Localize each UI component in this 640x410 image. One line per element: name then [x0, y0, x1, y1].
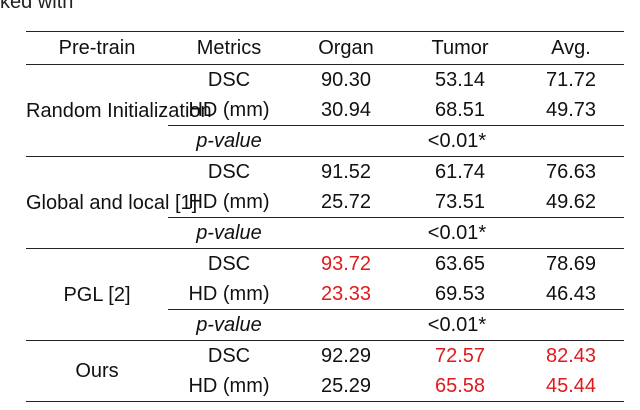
organ-value: 90.30 — [320, 69, 372, 91]
avg-value: 49.62 — [545, 191, 597, 213]
pvalue-row: p-value <0.01* — [26, 125, 624, 157]
table-row: Random Initialization DSC 90.30 53.14 71… — [26, 64, 624, 157]
avg-value: 49.73 — [545, 99, 597, 121]
pvalue-value: <0.01* — [290, 309, 624, 341]
pvalue-label: p-value — [168, 125, 290, 157]
table-row: HD (mm) 30.94 68.51 49.73 — [26, 95, 624, 126]
tumor-value: 69.53 — [434, 283, 486, 305]
pvalue-row: p-value <0.01* — [26, 309, 624, 341]
method-global-local: Global and local [1] — [26, 156, 197, 249]
method-pgl: PGL [2] — [26, 248, 168, 341]
metric-label: HD (mm) — [188, 283, 270, 305]
table-row: Ours DSC 92.29 72.57 82.43 — [26, 340, 624, 402]
organ-value: 25.29 — [290, 371, 402, 402]
avg-value: 71.72 — [545, 69, 597, 91]
method-random-init: Random Initialization — [26, 64, 212, 157]
organ-value-best: 93.72 — [320, 253, 372, 275]
table-header-row: Pre-train Metrics Organ Tumor Avg. — [26, 31, 624, 65]
metric-label: HD (mm) — [188, 191, 270, 213]
results-table: Pre-train Metrics Organ Tumor Avg. Rando… — [26, 31, 624, 402]
organ-value: 91.52 — [320, 161, 372, 183]
avg-value-best: 82.43 — [545, 345, 597, 367]
header-metrics: Metrics — [168, 31, 290, 65]
table-row: HD (mm) 23.33 69.53 46.43 — [26, 279, 624, 310]
table-row: PGL [2] DSC 93.72 63.65 78.69 — [26, 248, 624, 341]
pvalue-label: p-value — [168, 217, 290, 249]
tumor-value: 68.51 — [434, 99, 486, 121]
organ-value: 92.29 — [320, 345, 372, 367]
organ-value: 25.72 — [320, 191, 372, 213]
avg-value: 76.63 — [545, 161, 597, 183]
organ-value-best: 23.33 — [320, 283, 372, 305]
avg-value: 46.43 — [545, 283, 597, 305]
method-ours: Ours — [26, 340, 168, 402]
table-row: HD (mm) 25.29 65.58 45.44 — [26, 371, 624, 402]
pvalue-value: <0.01* — [290, 217, 624, 249]
metric-label: DSC — [207, 161, 251, 183]
tumor-value-best: 65.58 — [402, 371, 518, 402]
header-pretrain: Pre-train — [26, 31, 168, 65]
metric-label: DSC — [207, 253, 251, 275]
header-avg: Avg. — [518, 31, 624, 65]
avg-value: 78.69 — [545, 253, 597, 275]
metric-label: DSC — [207, 69, 251, 91]
metric-label: HD (mm) — [188, 99, 270, 121]
table-row: HD (mm) 25.72 73.51 49.62 — [26, 187, 624, 218]
organ-value: 30.94 — [320, 99, 372, 121]
metric-label: HD (mm) — [168, 371, 290, 402]
tumor-value: 53.14 — [434, 69, 486, 91]
metric-label: DSC — [207, 345, 251, 367]
caption-fragment: ked with — [0, 0, 74, 13]
avg-value-best: 45.44 — [518, 371, 624, 402]
pvalue-row: p-value <0.01* — [26, 217, 624, 249]
tumor-value-best: 72.57 — [434, 345, 486, 367]
tumor-value: 61.74 — [434, 161, 486, 183]
pvalue-value: <0.01* — [290, 125, 624, 157]
header-tumor: Tumor — [402, 31, 518, 65]
tumor-value: 73.51 — [434, 191, 486, 213]
pvalue-label: p-value — [168, 309, 290, 341]
table-row: Global and local [1] DSC 91.52 61.74 76.… — [26, 156, 624, 249]
tumor-value: 63.65 — [434, 253, 486, 275]
header-organ: Organ — [290, 31, 402, 65]
